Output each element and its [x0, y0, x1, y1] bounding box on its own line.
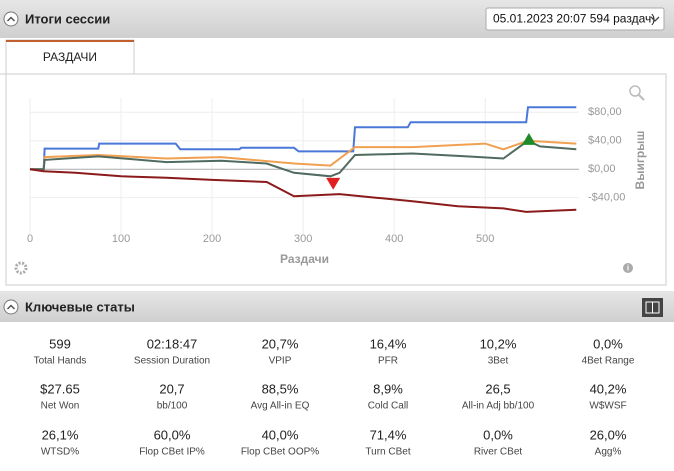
x-axis-label: Раздачи: [280, 252, 329, 266]
event-marker: [326, 177, 341, 190]
stat-label: bb/100: [157, 401, 188, 412]
stat-value: 02:18:47: [147, 336, 198, 351]
y-axis-label: Выигрыш: [633, 131, 647, 190]
stats-title: Ключевые статы: [25, 299, 135, 314]
stat-label: River CBet: [474, 447, 523, 458]
stat-label: PFR: [378, 356, 398, 367]
series-line: [29, 168, 577, 213]
stats-collapse-icon[interactable]: [3, 299, 19, 315]
dropdown-arrow: [650, 16, 660, 22]
x-tick-label: 500: [476, 233, 494, 245]
stat-value: 26,5: [485, 381, 510, 396]
x-tick-label: 100: [112, 233, 130, 245]
session-dropdown[interactable]: [485, 7, 665, 31]
tab[interactable]: [5, 39, 135, 75]
stat-label: Agg%: [595, 447, 622, 458]
zoom-icon[interactable]: [629, 85, 641, 97]
chevron: [6, 16, 16, 22]
header-title: Итоги сессии: [25, 11, 110, 26]
stat-label: Total Hands: [34, 356, 87, 367]
event-marker: [521, 132, 536, 145]
x-tick-label: 400: [385, 233, 403, 245]
stat-value: 26,1%: [42, 427, 79, 442]
x-tick-label: 200: [203, 233, 221, 245]
stat-label: Flop CBet IP%: [139, 447, 205, 458]
stat-value: 88,5%: [262, 381, 299, 396]
series-line: [30, 139, 577, 178]
stat-label: Cold Call: [368, 401, 409, 412]
stat-value: 16,4%: [370, 336, 407, 351]
y-tick-label: $80,00: [588, 106, 622, 118]
stat-label: 4Bet Range: [582, 356, 635, 367]
stat-value: 0,0%: [483, 427, 513, 442]
info-glyph: i: [627, 264, 629, 273]
stat-value: 599: [49, 336, 71, 351]
info-icon[interactable]: [623, 263, 633, 273]
y-tick-label: -$40,00: [588, 192, 625, 204]
stat-label: 3Bet: [488, 356, 509, 367]
y-tick-label: $40,00: [588, 135, 622, 147]
session-text: 05.01.2023 20:07 594 раздач): [493, 12, 655, 26]
stat-value: 8,9%: [373, 381, 403, 396]
settings-icon[interactable]: [14, 261, 28, 275]
x-tick-label: 0: [27, 233, 33, 245]
stat-label: WTSD%: [41, 447, 79, 458]
series-line: [30, 139, 577, 171]
series-line: [30, 106, 577, 171]
stat-value: 40,0%: [262, 427, 299, 442]
stat-value: 40,2%: [590, 381, 627, 396]
chevron: [6, 304, 16, 310]
y-tick-label: $0,00: [588, 163, 616, 175]
stat-value: 20,7: [159, 381, 184, 396]
stat-value: 26,0%: [590, 427, 627, 442]
stat-label: Turn CBet: [365, 447, 410, 458]
stat-label: Flop CBet OOP%: [241, 447, 319, 458]
tab-label: РАЗДАЧИ: [43, 50, 97, 64]
stat-value: 20,7%: [262, 336, 299, 351]
stats-header-bar: [0, 291, 674, 322]
stat-label: Net Won: [41, 401, 80, 412]
x-tick-label: 300: [294, 233, 312, 245]
stat-value: 0,0%: [593, 336, 623, 351]
stat-value: 71,4%: [370, 427, 407, 442]
stat-value: 60,0%: [154, 427, 191, 442]
stat-label: VPIP: [269, 356, 292, 367]
stat-value: 10,2%: [480, 336, 517, 351]
stat-label: W$WSF: [589, 401, 626, 412]
zoom-handle: [638, 94, 645, 101]
collapse-icon[interactable]: [3, 11, 19, 27]
stat-label: Avg All-in EQ: [251, 401, 310, 412]
stat-label: Session Duration: [134, 356, 210, 367]
stat-label: All-in Adj bb/100: [462, 401, 535, 412]
stat-value: $27.65: [40, 381, 80, 396]
